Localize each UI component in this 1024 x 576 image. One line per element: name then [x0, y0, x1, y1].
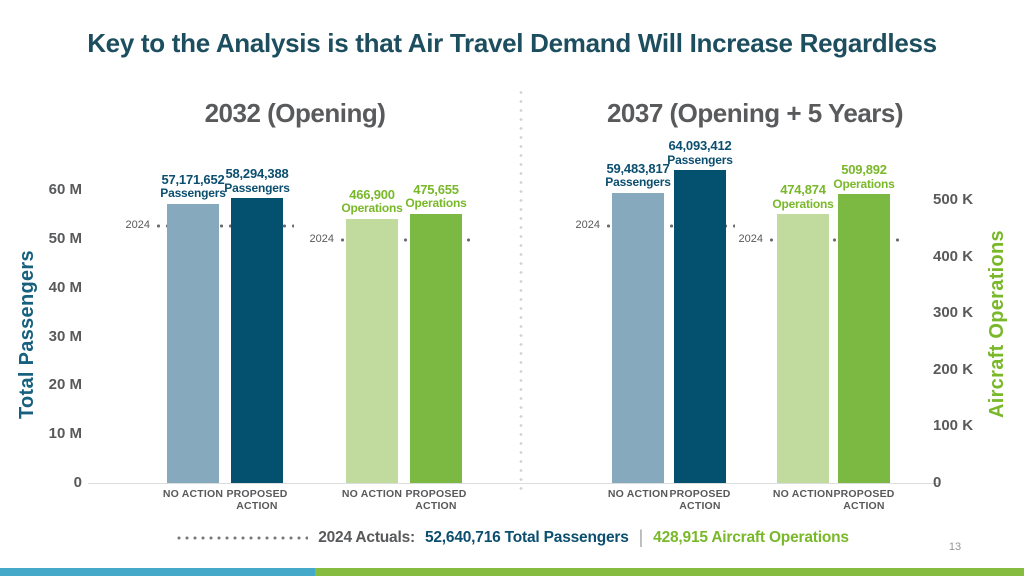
bar-column-passengers-proposed-action: 64,093,412 Passengers [645, 138, 755, 483]
footer-separator: | [638, 527, 644, 547]
panel-title-2032: 2032 (Opening) [204, 98, 386, 128]
bar-operations-proposed-action [410, 213, 462, 483]
bar-value-label: 57,171,652 Passengers [160, 171, 226, 201]
right-axis-tick: 500 K [933, 191, 974, 208]
left-axis-tick: 0 [73, 474, 82, 491]
bar-column-passengers-no-action: 57,171,652 Passengers [138, 171, 248, 483]
slide-title: Key to the Analysis is that Air Travel D… [87, 28, 937, 58]
left-axis-tick: 30 M [48, 327, 82, 345]
bar-value-number: 59,483,817 [606, 160, 670, 176]
page-number: 13 [948, 541, 962, 553]
bar-unit-label: Passengers [605, 175, 671, 190]
right-axis-tick: 400 K [933, 247, 974, 265]
reference-line-label: 2024 [309, 233, 334, 246]
footer-operations-value: 428,915 Aircraft Operations [653, 528, 849, 546]
bar-category-label: PROPOSED ACTION [833, 488, 895, 513]
footer-2024-actuals-label: 2024 Actuals: [318, 528, 415, 546]
bar-unit-label: Passengers [224, 180, 290, 195]
bar-unit-label: Operations [341, 201, 403, 216]
bar-value-number: 475,655 [413, 181, 459, 197]
bar-passengers-no-action [612, 192, 664, 483]
bar-operations-no-action [346, 218, 398, 483]
bar-unit-label: Operations [833, 176, 895, 191]
bar-passengers-proposed-action [231, 198, 283, 483]
footer-legend: 2024 Actuals: 52,640,716 Total Passenger… [0, 527, 1024, 548]
bar-value-label: 509,892 Operations [833, 162, 895, 191]
left-axis-tick: 10 M [48, 425, 82, 443]
bar-category-label: PROPOSED ACTION [669, 488, 731, 513]
reference-line-2024 [767, 238, 900, 243]
panel-title-2037: 2037 (Opening + 5 Years) [606, 98, 904, 128]
reference-line-label: 2024 [575, 218, 600, 231]
bar-value-label: 64,093,412 Passengers [667, 138, 733, 167]
bar-operations-proposed-action [838, 194, 890, 483]
right-axis-tick: 300 K [933, 304, 974, 322]
right-axis-tick: 0 [933, 474, 942, 491]
footer-passengers-value: 52,640,716 Total Passengers [424, 528, 629, 546]
footer-2024-dotted-line [175, 535, 309, 540]
left-axis-tick: 60 M [48, 181, 82, 198]
left-axis-tick: 40 M [48, 278, 82, 296]
reference-line-label: 2024 [738, 233, 763, 246]
left-axis-tick: 20 M [48, 376, 82, 394]
bar-value-label: 58,294,388 Passengers [224, 166, 290, 195]
reference-line-2024 [338, 238, 475, 243]
bar-value-number: 509,892 [841, 162, 887, 178]
bar-value-number: 58,294,388 [225, 166, 289, 182]
left-axis-tick: 50 M [48, 229, 82, 247]
reference-line-label: 2024 [125, 218, 150, 231]
bar-column-passengers-no-action: 59,483,817 Passengers [583, 160, 693, 483]
bar-operations-no-action [777, 214, 829, 483]
reference-line-2024 [154, 223, 294, 228]
bar-unit-label: Passengers [667, 152, 733, 167]
bar-column-operations-no-action: 474,874 Operations [748, 183, 858, 483]
right-axis-tick: 100 K [933, 417, 974, 435]
bar-value-label: 475,655 Operations [405, 181, 467, 211]
bottom-bar-green [315, 568, 1024, 576]
chart-baseline [88, 483, 940, 484]
bar-value-number: 64,093,412 [668, 138, 732, 154]
bar-value-number: 57,171,652 [161, 171, 225, 187]
panel-divider-dotted-line [519, 88, 523, 490]
bar-passengers-no-action [167, 203, 219, 483]
right-axis-tick: 200 K [933, 360, 974, 378]
bar-value-label: 466,900 Operations [341, 186, 403, 216]
bar-category-label: NO ACTION [341, 488, 403, 500]
bar-unit-label: Operations [772, 196, 834, 211]
bar-category-label: NO ACTION [162, 488, 224, 500]
bar-column-operations-proposed-action: 475,655 Operations [381, 181, 491, 483]
bar-unit-label: Operations [405, 196, 467, 211]
bar-value-number: 466,900 [349, 186, 395, 202]
bar-value-label: 474,874 Operations [772, 182, 834, 211]
bar-category-label: NO ACTION [772, 488, 834, 500]
bar-category-label: PROPOSED ACTION [226, 488, 288, 513]
right-axis-title: Aircraft Operations [986, 230, 1008, 418]
bar-unit-label: Passengers [160, 186, 226, 201]
bar-column-operations-proposed-action: 509,892 Operations [809, 163, 919, 483]
bar-column-passengers-proposed-action: 58,294,388 Passengers [202, 167, 312, 483]
bar-category-label: PROPOSED ACTION [405, 488, 467, 513]
bar-column-operations-no-action: 466,900 Operations [317, 186, 427, 483]
bar-category-label: NO ACTION [607, 488, 669, 500]
bar-passengers-proposed-action [674, 170, 726, 483]
bottom-bar-teal [0, 568, 315, 576]
bar-value-label: 59,483,817 Passengers [605, 160, 671, 190]
reference-line-2024 [604, 223, 735, 228]
bar-value-number: 474,874 [780, 182, 826, 198]
